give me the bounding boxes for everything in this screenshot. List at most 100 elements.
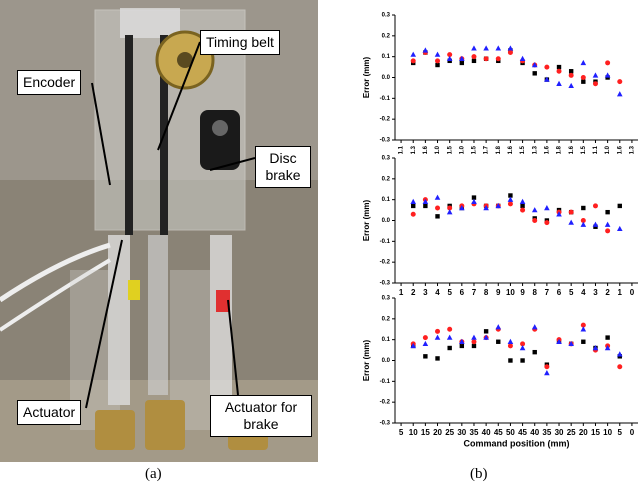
point	[422, 47, 429, 53]
point	[410, 51, 417, 57]
y-tick-label: 0.1	[382, 54, 391, 60]
x-tick-label: 1.0	[459, 145, 465, 154]
x-tick-label: 30	[555, 428, 564, 437]
x-tick-label: 1.0	[605, 145, 611, 154]
point	[592, 72, 599, 78]
y-tick-label: 0.0	[382, 218, 391, 224]
point	[471, 343, 477, 349]
x-tick-label: 4	[581, 288, 586, 297]
x-tick-label: 1.6	[423, 145, 429, 154]
x-tick-label: 25	[567, 428, 576, 437]
point	[580, 221, 587, 227]
point	[495, 56, 501, 62]
point	[447, 326, 453, 332]
x-tick-label: 1.5	[520, 145, 526, 154]
y-tick-label: -0.3	[380, 138, 391, 144]
x-tick-label: 1.5	[581, 145, 587, 154]
photo-label: Encoder	[17, 70, 82, 95]
point	[422, 198, 429, 204]
point	[471, 45, 477, 51]
point	[605, 209, 610, 215]
point	[532, 71, 537, 76]
x-tick-label: 1.8	[496, 145, 502, 154]
x-tick-label: 1.0	[435, 145, 441, 154]
point	[459, 205, 465, 211]
point	[435, 328, 441, 334]
point	[471, 58, 477, 64]
point	[435, 356, 440, 361]
point	[544, 64, 550, 70]
point	[410, 211, 416, 217]
point	[581, 79, 586, 84]
photo-label: Disc brake	[255, 146, 311, 188]
point	[568, 209, 574, 215]
point	[580, 218, 586, 223]
point	[544, 364, 550, 370]
point	[604, 345, 611, 351]
point	[447, 52, 453, 58]
point	[531, 62, 538, 68]
photo-label: Timing belt	[200, 30, 280, 55]
x-tick-label: 1.6	[569, 145, 575, 154]
point	[483, 45, 489, 51]
x-tick-label: 35	[542, 428, 551, 437]
x-tick-label: 10	[409, 428, 418, 437]
point	[568, 340, 574, 347]
point	[605, 60, 611, 66]
x-tick-label: 7	[545, 288, 550, 297]
point	[422, 335, 428, 341]
point	[459, 343, 465, 349]
point	[422, 340, 429, 347]
point	[605, 228, 611, 234]
y-tick-label: 0.1	[382, 337, 391, 343]
y-tick-label: 0.2	[382, 33, 391, 39]
point	[605, 335, 610, 340]
x-tick-label: 1.5	[472, 145, 478, 154]
x-tick-label: 15	[591, 428, 600, 437]
point	[435, 58, 441, 64]
point	[604, 221, 611, 227]
x-tick-label: 45	[494, 428, 503, 437]
x-tick-label: 1.5	[447, 145, 453, 154]
x-tick-label: 7	[472, 288, 477, 297]
x-tick-label: 1.3	[630, 145, 636, 154]
point	[568, 219, 574, 225]
y-tick-label: -0.1	[380, 96, 391, 102]
point	[616, 91, 623, 97]
point	[507, 201, 513, 207]
x-tick-label: 1	[399, 288, 404, 297]
x-tick-label: 8	[532, 288, 537, 297]
photo-label: Actuator for brake	[210, 395, 312, 437]
x-tick-label: 1.6	[508, 145, 514, 154]
x-tick-label: 40	[530, 428, 539, 437]
point	[520, 207, 526, 213]
point	[495, 45, 502, 51]
point	[580, 326, 587, 332]
x-tick-label: 3	[423, 288, 428, 297]
point	[459, 60, 465, 66]
x-tick-label: 20	[433, 428, 442, 437]
point	[447, 345, 452, 351]
point	[544, 370, 550, 376]
point	[423, 354, 428, 359]
y-tick-label: 0.0	[382, 75, 391, 81]
x-tick-label: 9	[520, 288, 525, 297]
x-tick-label: 4	[435, 288, 440, 297]
x-tick-label: 1.1	[593, 145, 599, 154]
y-tick-label: -0.3	[380, 281, 391, 287]
point	[410, 58, 416, 64]
point	[446, 55, 453, 61]
caption: (b)	[470, 466, 488, 482]
point	[592, 221, 599, 227]
point	[483, 334, 489, 340]
x-tick-label: 3	[593, 288, 598, 297]
point	[507, 338, 514, 344]
x-tick-label: 5	[569, 288, 574, 297]
x-tick-label: 2	[411, 288, 416, 297]
point	[532, 349, 537, 355]
x-tick-label: 1.6	[544, 145, 550, 154]
point	[411, 203, 416, 209]
point	[507, 45, 514, 51]
point	[568, 69, 574, 74]
y-axis-label: Error (mm)	[362, 56, 371, 98]
